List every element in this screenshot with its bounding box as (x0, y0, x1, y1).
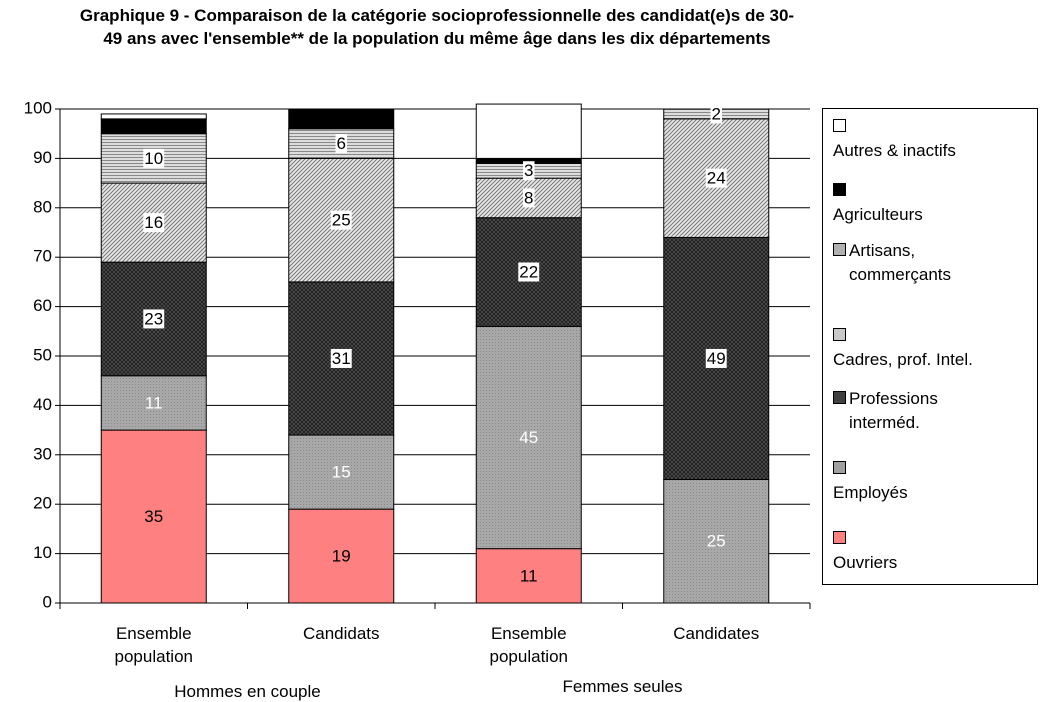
bar-segment (475, 548, 582, 604)
data-label-box (143, 213, 165, 233)
x-tick-label: Candidates (673, 624, 760, 643)
y-tick-label: 90 (33, 148, 52, 167)
legend-item: Employés (833, 457, 1038, 505)
data-label-box (335, 134, 347, 154)
legend-item: Autres & inactifs (833, 115, 1038, 163)
data-label-box (705, 348, 727, 368)
data-label-box (523, 188, 535, 208)
x-tick-label: Candidats (302, 624, 380, 643)
legend-item: Agriculteurs (833, 179, 1038, 227)
legend-item: Ouvriers (833, 527, 1038, 575)
y-tick-label: 50 (33, 345, 52, 364)
chart-title: Graphique 9 - Comparaison de la catégori… (79, 6, 795, 48)
legend-label: Agriculteurs (833, 205, 923, 224)
data-label-box (710, 104, 722, 124)
legend: Autres & inactifs Agriculteurs Artisans, c… (822, 108, 1038, 585)
data-label: 49 (707, 349, 726, 368)
data-label: 24 (707, 169, 726, 188)
y-tick-label: 80 (33, 197, 52, 216)
data-label-box (518, 262, 540, 282)
legend-label: Autres & inactifs (833, 141, 956, 160)
legend-label: Artisans, commerçants (849, 241, 952, 284)
y-tick-label: 60 (33, 296, 52, 315)
legend-item: Professions interméd. (833, 387, 1038, 435)
data-label-box (705, 168, 727, 188)
data-label: 35 (144, 507, 163, 526)
x-tick-label: Ensemble population (114, 624, 193, 666)
y-tick-label: 20 (33, 494, 52, 513)
bar-segment (288, 434, 395, 510)
legend-label: Ouvriers (833, 553, 898, 572)
data-label: 19 (332, 547, 351, 566)
legend-item: Artisans, commerçants (833, 239, 1038, 287)
bar-segment (288, 108, 395, 130)
y-tick-label: 0 (43, 592, 52, 611)
bar-segment (475, 325, 582, 550)
legend-swatch (833, 461, 846, 474)
data-label: 11 (520, 566, 538, 585)
data-label: 3 (524, 161, 533, 180)
y-tick-label: 40 (33, 395, 52, 414)
data-label: 25 (332, 211, 351, 230)
legend-swatch (833, 391, 846, 404)
legend-label: Professions interméd. (849, 389, 938, 432)
legend-swatch (833, 328, 846, 341)
data-label: 16 (144, 213, 163, 232)
data-label: 45 (519, 428, 538, 447)
data-label: 11 (145, 393, 163, 412)
bar-segment (100, 375, 207, 431)
legend-swatch (833, 531, 846, 544)
bar-segment (100, 113, 207, 120)
data-label-box (523, 161, 535, 181)
data-label-box (143, 309, 165, 329)
data-label: 31 (332, 349, 351, 368)
bar-segment (475, 103, 582, 159)
legend-label: Employés (833, 483, 908, 502)
data-label: 22 (519, 263, 538, 282)
bar-segment (100, 118, 207, 135)
data-label: 10 (144, 149, 163, 168)
data-label-box (330, 348, 352, 368)
group-label: Femmes seules (562, 677, 683, 696)
legend-item: Cadres, prof. Intel. (833, 324, 1038, 372)
bar-segment (288, 508, 395, 604)
y-tick-label: 10 (33, 543, 52, 562)
data-label: 25 (707, 532, 726, 551)
legend-swatch (833, 243, 846, 256)
legend-swatch (833, 183, 846, 196)
legend-swatch (833, 119, 846, 132)
y-tick-label: 70 (33, 247, 52, 266)
y-tick-label: 30 (33, 444, 52, 463)
data-label: 8 (524, 188, 533, 207)
legend-label: Cadres, prof. Intel. (833, 350, 973, 369)
data-label: 23 (144, 309, 163, 328)
data-label: 6 (337, 134, 346, 153)
data-label-box (143, 148, 165, 168)
y-tick-label: 100 (24, 98, 52, 117)
x-tick-label: Ensemble population (489, 624, 568, 666)
data-label-box (330, 210, 352, 230)
bar-segment (663, 479, 770, 604)
data-label: 15 (332, 463, 351, 482)
group-label: Hommes en couple (174, 682, 321, 701)
bar-segment (100, 429, 207, 604)
data-label: 2 (712, 104, 721, 123)
